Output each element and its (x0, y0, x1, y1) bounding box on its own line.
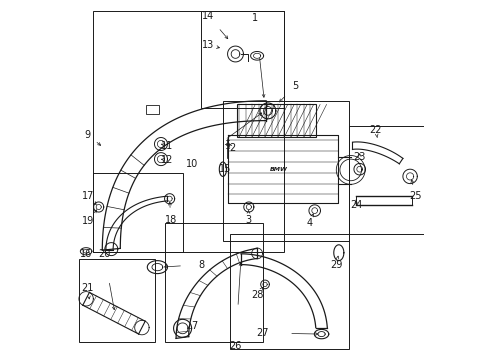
Text: 10: 10 (186, 159, 198, 169)
Text: 4: 4 (305, 218, 312, 228)
Text: 20: 20 (98, 249, 110, 259)
Text: 17: 17 (81, 191, 94, 201)
Text: 2: 2 (228, 143, 235, 153)
Bar (237, 104, 316, 137)
Text: 14: 14 (202, 11, 214, 21)
Text: 21: 21 (81, 283, 94, 293)
Text: 22: 22 (369, 125, 381, 135)
Text: 5: 5 (291, 81, 297, 91)
Text: 29: 29 (329, 260, 342, 270)
Text: 9: 9 (84, 130, 91, 140)
Text: 13: 13 (202, 40, 214, 50)
Text: 15: 15 (218, 164, 230, 174)
Text: 19: 19 (81, 216, 94, 226)
Text: 16: 16 (80, 249, 92, 259)
Text: 23: 23 (353, 152, 365, 162)
Text: 24: 24 (349, 200, 362, 210)
Text: 3: 3 (244, 215, 251, 225)
Text: 12: 12 (161, 155, 173, 165)
Bar (93, 173, 183, 252)
Bar (348, 126, 424, 234)
Text: 7: 7 (191, 321, 197, 331)
Bar (201, 11, 284, 108)
Text: 27: 27 (256, 328, 268, 338)
Bar (93, 11, 284, 252)
Text: 11: 11 (161, 141, 173, 151)
Text: 28: 28 (250, 290, 263, 300)
Bar (223, 101, 348, 241)
Text: BMW: BMW (269, 167, 287, 172)
Text: 1: 1 (252, 13, 258, 23)
Bar (230, 234, 348, 349)
Text: 18: 18 (164, 215, 177, 225)
Bar (146, 105, 159, 114)
Bar (79, 259, 154, 342)
Text: 8: 8 (198, 260, 204, 270)
Bar (165, 223, 262, 342)
Text: 26: 26 (229, 341, 241, 351)
Text: 25: 25 (408, 191, 421, 201)
